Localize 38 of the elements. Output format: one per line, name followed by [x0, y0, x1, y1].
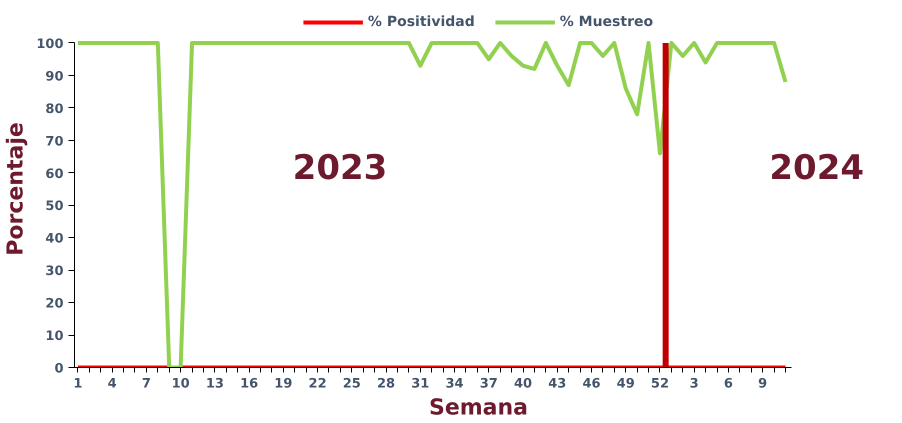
- annotation: 2023: [292, 148, 388, 188]
- y-tick-label: 90: [45, 69, 64, 84]
- x-tick-label: 16: [240, 376, 258, 392]
- y-tick-label: 30: [45, 264, 64, 280]
- x-tick-label: 9: [758, 376, 768, 392]
- y-tick-label: 20: [45, 296, 64, 312]
- x-tick-label: 43: [548, 376, 566, 392]
- x-tick-label: 28: [377, 376, 396, 392]
- x-tick-label: 7: [142, 376, 151, 392]
- x-tick-label: 40: [514, 376, 532, 392]
- x-tick-label: 25: [342, 376, 361, 392]
- x-tick-label: 46: [582, 376, 601, 392]
- x-tick-label: 37: [480, 376, 498, 392]
- y-tick-label: 50: [45, 199, 64, 214]
- x-tick-label: 3: [690, 376, 699, 392]
- y-axis-title: Porcentaje: [3, 122, 28, 256]
- x-tick-label: 19: [274, 376, 292, 392]
- y-tick-label: 70: [45, 134, 64, 150]
- y-tick-label: 80: [45, 102, 64, 117]
- y-tick-label: 60: [45, 166, 64, 182]
- x-tick-label: 52: [650, 376, 670, 392]
- x-tick-label: 13: [206, 376, 224, 392]
- x-tick-label: 10: [172, 376, 190, 392]
- legend-label: % Muestreo: [560, 14, 654, 30]
- x-tick-label: 6: [724, 376, 733, 392]
- annotation: 2024: [769, 148, 864, 188]
- y-tick-label: 100: [36, 36, 64, 52]
- y-tick-label: 10: [45, 329, 64, 344]
- y-tick-label: 40: [45, 232, 64, 247]
- legend-label: % Positividad: [368, 14, 475, 30]
- x-tick-label: 4: [108, 376, 117, 392]
- x-axis-title: Semana: [428, 396, 528, 420]
- x-tick-label: 22: [308, 376, 327, 392]
- x-tick-label: 31: [411, 376, 430, 392]
- x-tick-label: 34: [445, 376, 464, 392]
- x-tick-label: 49: [616, 376, 635, 392]
- y-tick-label: 0: [54, 362, 64, 376]
- x-tick-label: 1: [73, 376, 82, 392]
